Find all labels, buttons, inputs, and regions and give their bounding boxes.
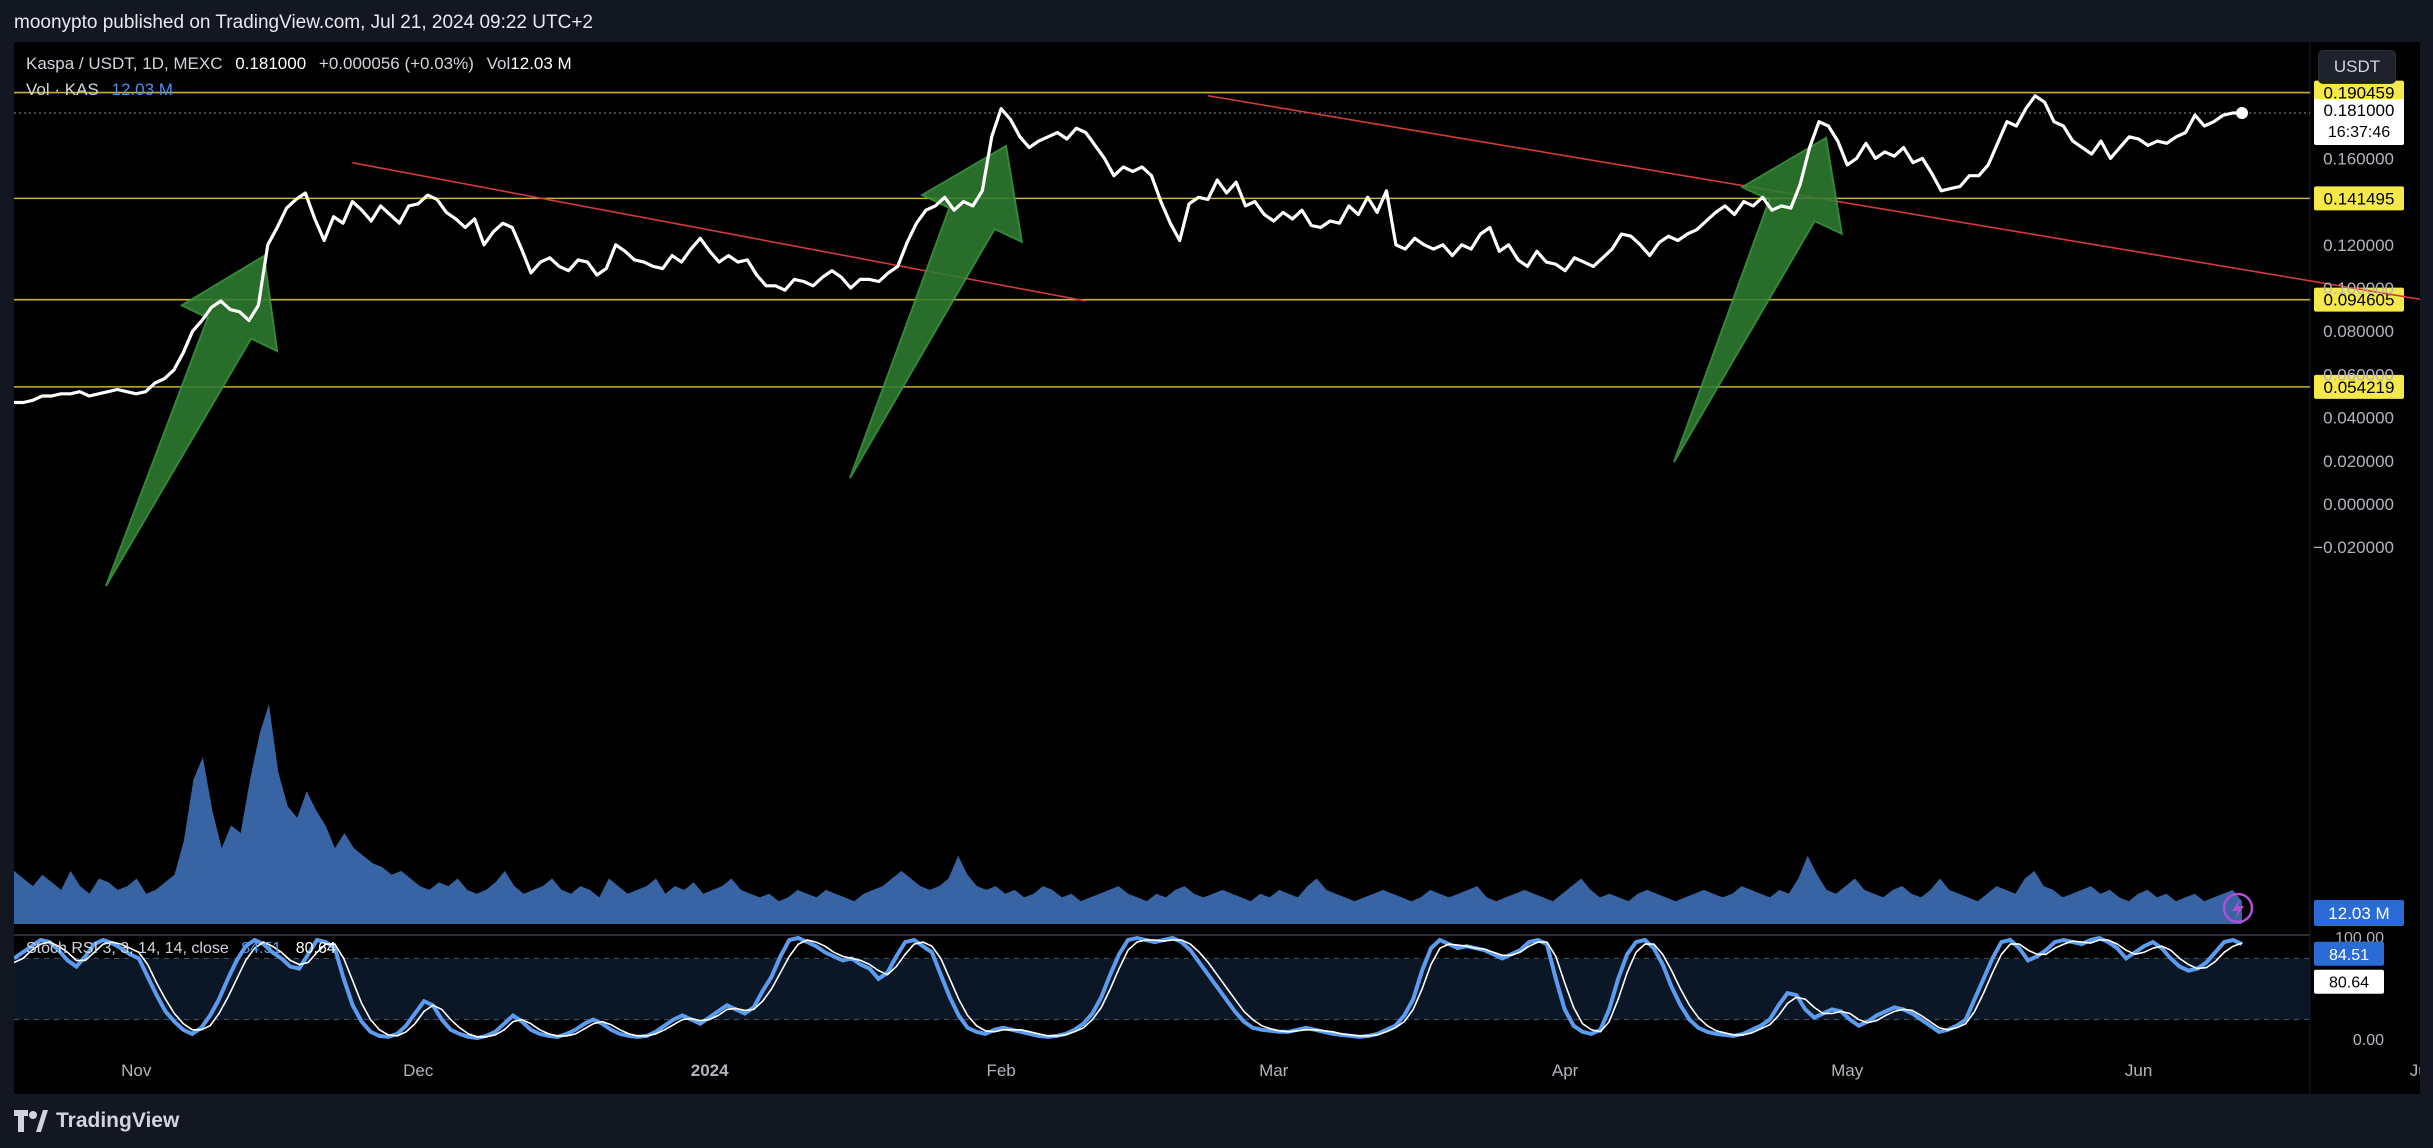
lightning-bolt	[2232, 898, 2244, 919]
volume-area	[14, 704, 2242, 924]
current-price-badge-price: 0.181000	[2324, 101, 2395, 120]
volume-legend-value: 12.03 M	[111, 80, 173, 99]
stoch-k-value: 84.51	[241, 940, 282, 957]
current-price-badge	[2314, 99, 2404, 146]
stoch-d-line	[14, 939, 2243, 1038]
x-tick-label-2: 2024	[691, 1061, 729, 1080]
stoch-d-badge-text: 80.64	[2329, 975, 2369, 992]
stoch-k-badge	[2314, 941, 2384, 966]
vol-label: Vol	[486, 54, 511, 73]
x-tick-label-5: Apr	[1552, 1061, 1579, 1080]
published-caption: moonypto published on TradingView.com, J…	[14, 12, 593, 33]
x-tick-label-3: Feb	[986, 1061, 1015, 1080]
header-bar: moonypto published on TradingView.com, J…	[0, 0, 2433, 42]
green-arrow-3	[1673, 136, 1844, 463]
stoch-k-line	[14, 935, 2243, 1041]
y-tick-label-6: 0.060000	[2323, 365, 2394, 384]
stoch-legend: Stoch RSI 3, 3, 14, 14, close 84.51 80.6…	[26, 940, 336, 958]
lightning-icon	[2222, 892, 2254, 924]
level-badge-2	[2314, 287, 2404, 312]
symbol-legend: Kaspa / USDT, 1D, MEXC 0.181000 +0.00005…	[26, 54, 572, 74]
volume-badge	[2314, 900, 2404, 926]
x-tick-label-1: Dec	[403, 1061, 434, 1080]
level-badge-3	[2314, 374, 2404, 399]
y-tick-label-9: 0.000000	[2323, 495, 2394, 514]
chart-area[interactable]: 0.190459 0.141495 0.094605 0.054219 0.181000…	[14, 42, 2420, 1094]
price-line	[14, 94, 2242, 405]
chart-background	[14, 42, 2420, 1094]
currency-button[interactable]: USDT	[2318, 50, 2396, 84]
level-badge-1	[2314, 186, 2404, 211]
last-price-dot	[2236, 107, 2248, 120]
x-tick-label-8: Jul	[2410, 1061, 2420, 1080]
tradingview-logo[interactable]: TradingView	[14, 1108, 179, 1134]
x-tick-label-0: Nov	[121, 1061, 152, 1080]
x-tick-label-6: May	[1831, 1061, 1864, 1080]
stoch-tick-0: 0.00	[2353, 1032, 2384, 1049]
volume-legend-label[interactable]: Vol · KAS	[26, 80, 99, 99]
stoch-legend-label[interactable]: Stoch RSI 3, 3, 14, 14, close	[26, 940, 229, 957]
level-label-0: 0.190459	[2324, 84, 2395, 103]
last-price: 0.181000	[235, 54, 307, 73]
vol-value: 12.03 M	[510, 54, 572, 73]
y-tick-label-8: 0.020000	[2323, 452, 2394, 471]
y-tick-label-3: 0.120000	[2323, 236, 2394, 255]
y-tick-label-4: 0.100000	[2323, 279, 2394, 298]
y-tick-label-10: −0.020000	[2313, 538, 2394, 557]
green-arrow-1	[105, 254, 279, 587]
current-price-badge-countdown: 16:37:46	[2328, 124, 2390, 141]
level-label-3: 0.054219	[2324, 378, 2395, 397]
x-tick-label-4: Mar	[1259, 1061, 1289, 1080]
chart-svg[interactable]: 0.190459 0.141495 0.094605 0.054219 0.181000…	[14, 42, 2420, 1094]
stoch-band	[14, 958, 2310, 1020]
green-arrow-2	[849, 144, 1024, 479]
level-badge-0	[2314, 80, 2404, 105]
volume-badge-text: 12.03 M	[2328, 904, 2389, 923]
volume-legend: Vol · KAS 12.03 M	[26, 80, 173, 100]
y-tick-label-5: 0.080000	[2323, 322, 2394, 341]
y-tick-label-7: 0.040000	[2323, 409, 2394, 428]
price-change: +0.000056 (+0.03%)	[318, 54, 474, 73]
y-tick-label-1: 0.160000	[2323, 149, 2394, 168]
x-tick-label-7: Jun	[2125, 1061, 2152, 1080]
level-label-1: 0.141495	[2324, 189, 2395, 208]
stoch-d-value: 80.64	[295, 940, 336, 957]
tradingview-logo-icon	[14, 1110, 48, 1132]
stoch-d-badge	[2314, 969, 2384, 994]
level-label-2: 0.094605	[2324, 291, 2395, 310]
tradingview-brand-text: TradingView	[56, 1109, 180, 1132]
symbol-name[interactable]: Kaspa / USDT, 1D, MEXC	[26, 54, 223, 73]
stoch-k-badge-text: 84.51	[2329, 947, 2369, 964]
footer-bar	[0, 1094, 2433, 1148]
